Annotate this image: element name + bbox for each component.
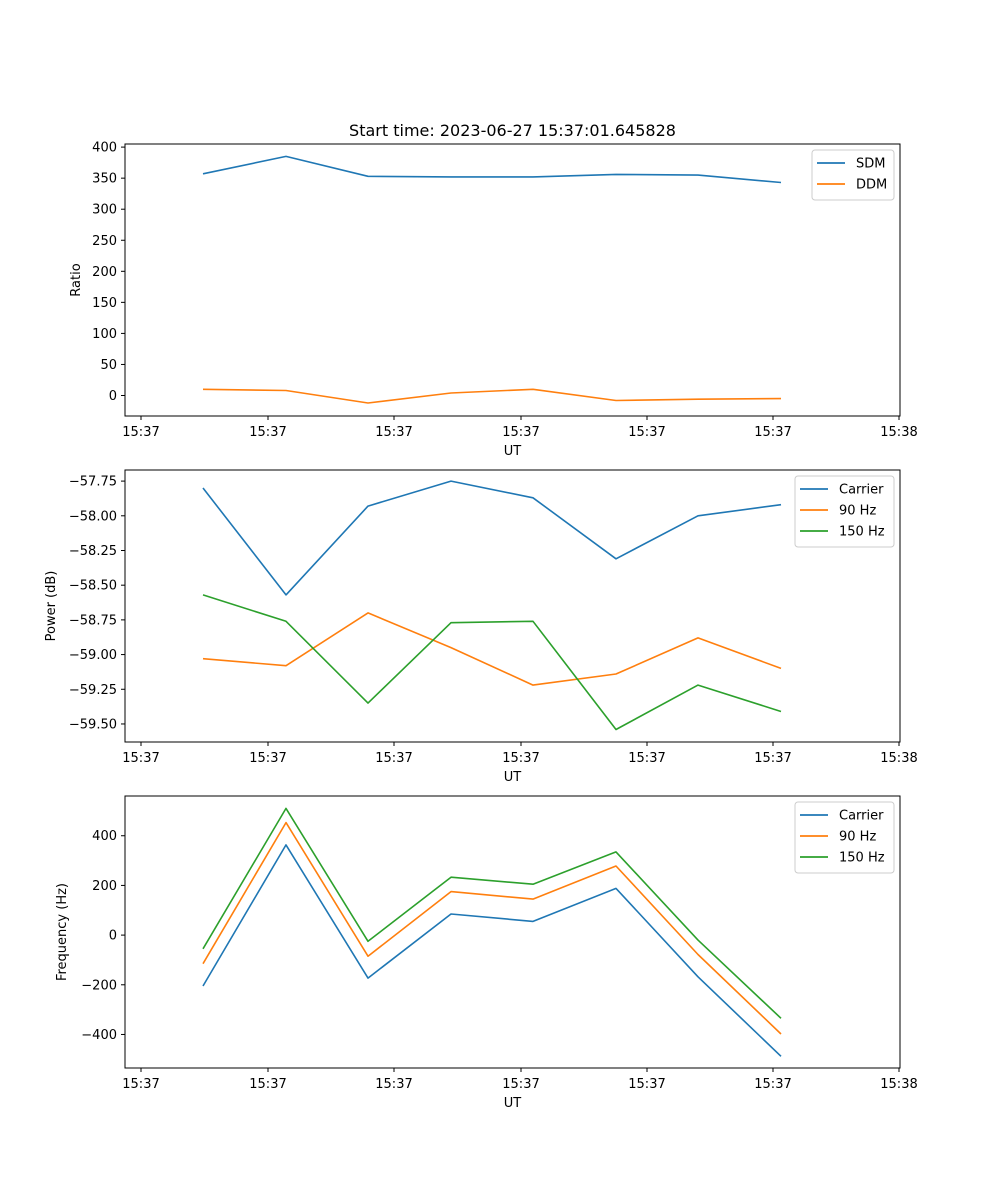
series-line-sdm <box>202 155 782 184</box>
subplot-3: 15:37 15:37 15:37 15:37 15:37 15:37 15:38 −400 −… <box>55 795 918 1111</box>
series-line-150-hz <box>202 807 782 1019</box>
x-tick-label: 15:37 <box>628 1077 665 1092</box>
legend-label: 150 Hz <box>839 851 885 866</box>
x-tick-label: 15:37 <box>754 751 791 766</box>
y-tick-label: −400 <box>81 1028 117 1043</box>
y-tick-label: 100 <box>92 327 117 342</box>
y-axis-label: Power (dB) <box>44 571 59 642</box>
x-tick-label: 15:38 <box>880 1077 917 1092</box>
y-tick-label: 200 <box>92 879 117 894</box>
legend: Carrier 90 Hz 150 Hz <box>794 801 895 874</box>
y-tick-label: 0 <box>109 929 117 944</box>
axes-frame <box>124 795 901 1069</box>
y-tick-label: 0 <box>109 389 117 404</box>
series-line-carrier <box>202 480 782 596</box>
y-tick-label: −58.75 <box>69 613 117 628</box>
y-tick-label: 300 <box>92 203 117 218</box>
y-tick-label: 200 <box>92 265 117 280</box>
subplot-2: 15:37 15:37 15:37 15:37 15:37 15:37 15:38 −57.7… <box>44 469 918 785</box>
x-tick-label: 15:37 <box>122 751 159 766</box>
legend-label: DDM <box>856 178 887 193</box>
y-tick-label: −58.50 <box>69 579 117 594</box>
x-tick-label: 15:37 <box>502 751 539 766</box>
x-tick-label: 15:37 <box>375 751 412 766</box>
x-tick-label: 15:37 <box>249 1077 286 1092</box>
legend-box <box>794 475 895 548</box>
x-tick-label: 15:37 <box>122 425 159 440</box>
y-tick-label: 150 <box>92 296 117 311</box>
x-tick-label: 15:37 <box>628 751 665 766</box>
y-axis-label: Frequency (Hz) <box>55 883 70 981</box>
subplot-1: 15:37 15:37 15:37 15:37 15:37 15:37 15:38 0 50 10… <box>69 141 918 459</box>
y-tick-label: −58.25 <box>69 544 117 559</box>
x-tick-label: 15:38 <box>880 425 917 440</box>
y-tick-label: 50 <box>100 358 117 373</box>
legend-box <box>794 801 895 874</box>
x-tick-label: 15:37 <box>502 425 539 440</box>
legend-label: Carrier <box>839 483 884 498</box>
x-tick-label: 15:37 <box>754 1077 791 1092</box>
y-tick-label: 250 <box>92 234 117 249</box>
y-tick-label: 400 <box>92 141 117 156</box>
series-line-90-hz <box>202 612 782 686</box>
y-tick-label: 350 <box>92 172 117 187</box>
x-axis-label: UT <box>504 770 522 785</box>
legend: Carrier 90 Hz 150 Hz <box>794 475 895 548</box>
x-tick-label: 15:37 <box>375 425 412 440</box>
x-tick-label: 15:37 <box>628 425 665 440</box>
legend-label: SDM <box>856 157 885 172</box>
series-line-carrier <box>202 844 782 1057</box>
y-tick-label: −57.75 <box>69 475 117 490</box>
legend-label: 90 Hz <box>839 504 876 519</box>
y-tick-label: −59.50 <box>69 717 117 732</box>
axes-frame <box>124 143 901 417</box>
figure-title: Start time: 2023-06-27 15:37:01.645828 <box>349 121 676 140</box>
y-tick-label: −59.00 <box>69 648 117 663</box>
y-tick-label: −59.25 <box>69 683 117 698</box>
series-line-90-hz <box>202 821 782 1035</box>
x-tick-label: 15:37 <box>249 425 286 440</box>
axes-frame <box>124 469 901 743</box>
x-tick-label: 15:37 <box>375 1077 412 1092</box>
y-tick-label: −58.00 <box>69 509 117 524</box>
x-tick-label: 15:37 <box>122 1077 159 1092</box>
x-tick-label: 15:37 <box>754 425 791 440</box>
x-tick-label: 15:37 <box>502 1077 539 1092</box>
legend: SDM DDM <box>811 149 895 201</box>
series-line-150-hz <box>202 594 782 731</box>
x-axis-label: UT <box>504 1096 522 1111</box>
x-tick-label: 15:38 <box>880 751 917 766</box>
legend-label: Carrier <box>839 809 884 824</box>
y-axis-label: Ratio <box>69 263 84 296</box>
series-line-ddm <box>202 388 782 404</box>
legend-label: 90 Hz <box>839 830 876 845</box>
y-tick-label: 400 <box>92 829 117 844</box>
x-tick-label: 15:37 <box>249 751 286 766</box>
legend-label: 150 Hz <box>839 525 885 540</box>
y-tick-label: −200 <box>81 978 117 993</box>
plots-container: 15:37 15:37 15:37 15:37 15:37 15:37 15:38 0 50 10… <box>44 141 918 1111</box>
x-axis-label: UT <box>504 444 522 459</box>
